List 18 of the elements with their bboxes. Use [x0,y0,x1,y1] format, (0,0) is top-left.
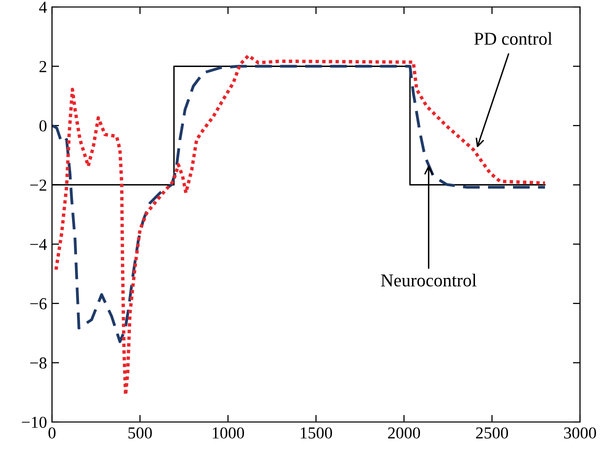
y-tick-label: −2 [30,180,46,191]
x-tick-label: 2500 [476,427,508,439]
y-tick-label: −4 [30,238,47,250]
y-tick-label: −6 [30,298,47,310]
y-tick-label: −10 [22,416,47,428]
x-tick-label: 1500 [300,427,332,439]
x-tick-label: 500 [128,427,152,439]
line-series [52,64,546,344]
y-tick-label: 0 [39,120,47,132]
annotation: Neurocontrol [381,274,476,286]
y-tick-label: 2 [40,61,46,72]
x-tick-label: 2000 [388,427,420,439]
y-tick-label: −8 [30,357,47,369]
annotation: PD control [474,32,552,45]
x-tick-label: 3000 [564,427,596,439]
x-tick-label: 0 [48,427,56,439]
y-tick-label: 4 [39,2,47,13]
x-tick-label: 1000 [212,427,244,439]
